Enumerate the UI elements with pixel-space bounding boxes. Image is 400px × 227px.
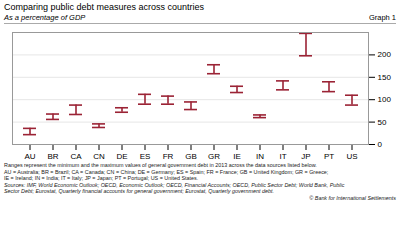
- svg-text:PT: PT: [324, 152, 334, 161]
- svg-text:GR: GR: [208, 152, 220, 161]
- svg-text:IE: IE: [233, 152, 241, 161]
- svg-text:100: 100: [378, 95, 392, 104]
- svg-text:CA: CA: [70, 152, 82, 161]
- svg-text:US: US: [346, 152, 357, 161]
- svg-text:JP: JP: [301, 152, 310, 161]
- svg-text:IN: IN: [256, 152, 264, 161]
- svg-text:AU: AU: [24, 152, 35, 161]
- html-text:Comparing public debt measures: Comparing public debt measures across co…: [4, 2, 205, 12]
- svg-text:0: 0: [378, 140, 383, 149]
- html-text:Ranges represent the minimum a: Ranges represent the minimum and the max…: [4, 162, 329, 182]
- svg-text:50: 50: [378, 118, 387, 127]
- svg-text:CN: CN: [93, 152, 105, 161]
- svg-text:BR: BR: [47, 152, 58, 161]
- svg-text:200: 200: [378, 50, 392, 59]
- svg-text:IT: IT: [279, 152, 286, 161]
- svg-text:150: 150: [378, 73, 392, 82]
- svg-text:GB: GB: [185, 152, 197, 161]
- svg-text:ES: ES: [140, 152, 151, 161]
- html-text:As a percentage of GDP: As a percentage of GDP: [4, 13, 86, 22]
- svg-text:DE: DE: [116, 152, 127, 161]
- html-text:© Bank for International Settl: © Bank for International Settlements: [309, 195, 396, 201]
- html-text:Graph 1: Graph 1: [368, 13, 396, 22]
- svg-text:FR: FR: [163, 152, 174, 161]
- html-text:Sources: IMF, World Economic O: Sources: IMF, World Economic Outlook; OE…: [4, 181, 345, 195]
